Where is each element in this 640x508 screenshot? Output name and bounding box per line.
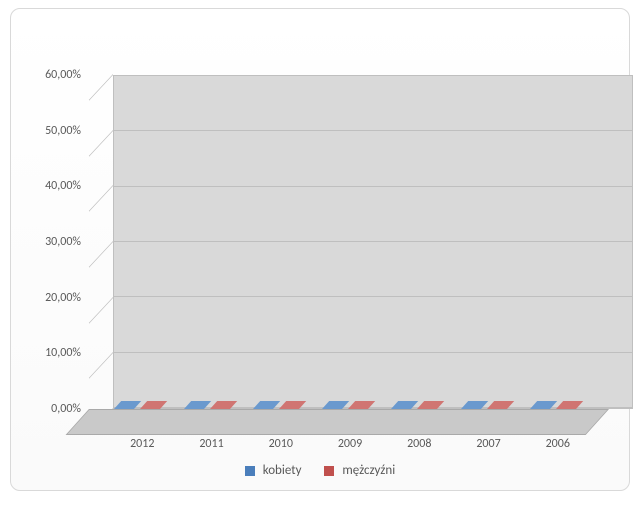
legend: kobiety mężczyźni xyxy=(11,463,629,478)
y-tick-label: 60,00% xyxy=(45,68,81,82)
x-tick-label: 2010 xyxy=(269,437,293,451)
y-tick-label: 50,00% xyxy=(45,124,81,138)
x-tick-label: 2012 xyxy=(130,437,154,451)
x-tick-label: 2006 xyxy=(546,437,570,451)
y-tick-label: 40,00% xyxy=(45,179,81,193)
floor xyxy=(66,409,609,435)
x-tick-label: 2008 xyxy=(407,437,431,451)
y-tick-label: 0,00% xyxy=(51,402,81,416)
legend-swatch xyxy=(245,466,255,476)
x-tick-label: 2007 xyxy=(476,437,500,451)
chart-card: 0,00% 10,00% 20,00% 30,00% 40,00% 50,00% 60,00… xyxy=(10,8,630,491)
legend-label: mężczyźni xyxy=(342,463,395,478)
x-axis-labels: 2012 2011 2010 2009 2008 2007 2006 xyxy=(89,437,609,457)
legend-label: kobiety xyxy=(263,463,302,478)
y-axis-labels: 0,00%10,00%20,00%30,00%40,00%50,00%60,00… xyxy=(27,75,85,435)
y-tick-label: 20,00% xyxy=(45,291,81,305)
legend-swatch xyxy=(324,466,334,476)
plot-3d xyxy=(89,75,609,435)
legend-item-kobiety: kobiety xyxy=(245,463,302,478)
x-tick-label: 2011 xyxy=(199,437,223,451)
y-tick-label: 30,00% xyxy=(45,235,81,249)
legend-item-mezczyzni: mężczyźni xyxy=(324,463,395,478)
plot-area: 0,00%10,00%20,00%30,00%40,00%50,00%60,00… xyxy=(27,75,613,435)
y-tick-label: 10,00% xyxy=(45,346,81,360)
x-tick-label: 2009 xyxy=(338,437,362,451)
bars-layer xyxy=(89,75,609,409)
